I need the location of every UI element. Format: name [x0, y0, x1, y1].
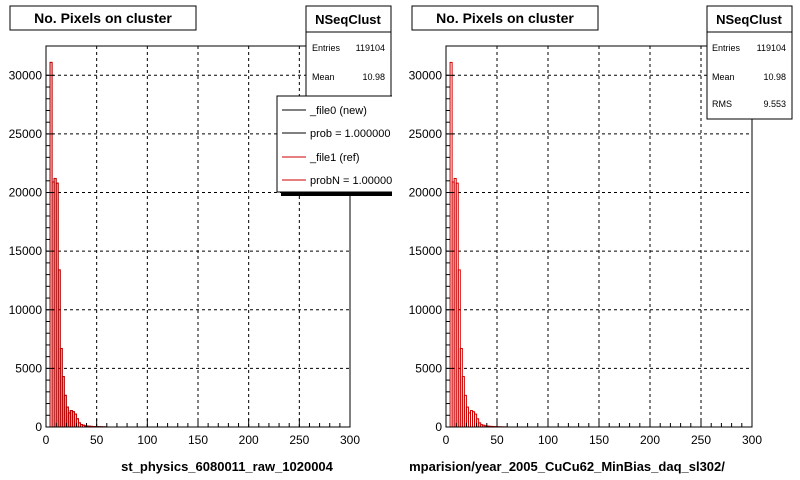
x-tick-label: 0: [43, 433, 50, 447]
left-stats-mean-value: 10.98: [362, 72, 385, 82]
left-title: No. Pixels on cluster: [34, 10, 172, 26]
right-stats-entries-value: 119104: [757, 43, 786, 53]
left-grid: [46, 46, 350, 427]
legend-label-probN: probN = 1.000000: [310, 175, 398, 187]
x-tick-label: 50: [490, 433, 504, 447]
right-stats-entries-label: Entries: [712, 43, 741, 53]
left-stats-mean-label: Mean: [312, 72, 335, 82]
y-tick-label: 5000: [415, 361, 442, 375]
x-tick-label: 150: [188, 433, 208, 447]
left-stats-entries-value: 119104: [356, 43, 385, 53]
y-tick-label: 10000: [9, 303, 43, 317]
y-tick-label: 20000: [409, 186, 443, 200]
y-tick-label: 10000: [409, 303, 443, 317]
y-tick-label: 15000: [9, 244, 43, 258]
legend-label-prob: prob = 1.000000: [310, 128, 390, 140]
right-stats-rms-label: RMS: [712, 99, 732, 109]
x-tick-label: 100: [538, 433, 558, 447]
left-stats-name: NSeqClust: [315, 12, 381, 27]
right-title: No. Pixels on cluster: [436, 10, 574, 26]
y-tick-label: 30000: [409, 68, 443, 82]
x-tick-label: 200: [640, 433, 660, 447]
x-tick-label: 100: [137, 433, 157, 447]
y-tick-label: 25000: [409, 127, 443, 141]
y-tick-label: 25000: [9, 127, 43, 141]
y-tick-label: 30000: [9, 68, 43, 82]
left-title-box: [9, 5, 197, 31]
right-stats-mean-value: 10.98: [763, 72, 786, 82]
left-histogram-bars: [49, 61, 108, 428]
left-x-axis-label: st_physics_6080011_raw_1020004: [121, 459, 334, 474]
right-axis-ticks: 0 50 100 150 200 250 300 0 5000 10000 15000 20000 25…: [409, 68, 763, 447]
legend-label-file1: _file1 (ref): [309, 152, 360, 164]
x-tick-label: 0: [443, 433, 450, 447]
left-plot-area: 0 50 100 150 200 250 300 0 5000 10000 15000 20000 25…: [9, 45, 361, 447]
right-x-axis-label: mparision/year_2005_CuCu62_MinBias_daq_s…: [409, 459, 725, 474]
left-stats-box: NSeqClust Entries 119104 Mean 10.98: [305, 5, 392, 111]
right-stats-mean-label: Mean: [712, 72, 735, 82]
right-stats-box: NSeqClust Entries 119104 Mean 10.98 RMS …: [706, 5, 793, 120]
right-stats-name: NSeqClust: [716, 12, 782, 27]
legend-label-file0: _file0 (new): [309, 105, 367, 117]
right-histogram-bars: [449, 61, 508, 428]
y-tick-label: 5000: [15, 361, 42, 375]
x-tick-label: 300: [340, 433, 360, 447]
y-tick-label: 20000: [9, 186, 43, 200]
y-tick-label: 15000: [409, 244, 443, 258]
x-tick-label: 200: [239, 433, 259, 447]
x-tick-label: 250: [691, 433, 711, 447]
y-tick-label: 0: [35, 420, 42, 434]
right-stats-rms-value: 9.553: [763, 99, 786, 109]
right-title-box: [411, 5, 599, 31]
y-tick-label: 0: [435, 420, 442, 434]
left-stats-entries-label: Entries: [312, 43, 341, 53]
left-axis-ticks: 0 50 100 150 200 250 300 0 5000 10000 15000 20000 25…: [9, 68, 361, 447]
right-plot-area: 0 50 100 150 200 250 300 0 5000 10000 15000 20000 25…: [409, 45, 763, 447]
right-plot-frame: [445, 45, 753, 428]
x-tick-label: 300: [742, 433, 762, 447]
right-histogram-panel: No. Pixels on cluster 0 50 100 150 200 250 300…: [409, 5, 793, 474]
x-tick-label: 50: [90, 433, 104, 447]
left-legend: _file0 (new) prob = 1.000000 _file1 (ref…: [276, 95, 398, 196]
left-histogram-panel: No. Pixels on cluster 0 50 100 150 200 250 300…: [9, 5, 398, 474]
x-tick-label: 250: [289, 433, 309, 447]
x-tick-label: 150: [589, 433, 609, 447]
right-grid: [446, 46, 752, 427]
